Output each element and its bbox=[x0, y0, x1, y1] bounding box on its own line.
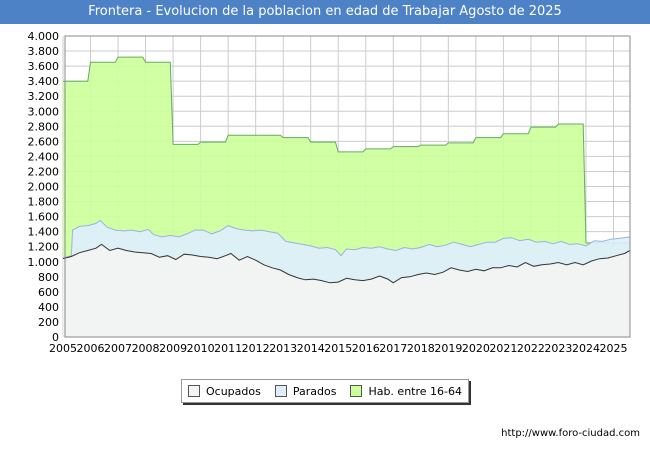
y-tick-label-2200: 2.200 bbox=[28, 165, 60, 178]
y-tick-label-1800: 1.800 bbox=[28, 196, 60, 209]
x-tick-label-2016: 2016 bbox=[352, 342, 380, 355]
y-tick-label-1400: 1.400 bbox=[28, 226, 60, 239]
x-tick-label-2022: 2022 bbox=[517, 342, 545, 355]
y-tick-label-1000: 1.000 bbox=[28, 256, 60, 269]
legend-swatch-hab bbox=[350, 385, 363, 397]
y-tick-label-3800: 3.800 bbox=[28, 45, 60, 58]
y-tick-label-3200: 3.200 bbox=[28, 90, 60, 103]
y-tick-label-800: 800 bbox=[38, 271, 59, 284]
x-tick-label-2008: 2008 bbox=[132, 342, 160, 355]
y-tick-label-200: 200 bbox=[38, 316, 59, 329]
x-tick-label-2010: 2010 bbox=[187, 342, 215, 355]
y-tick-label-4000: 4.000 bbox=[28, 30, 60, 43]
x-tick-label-2009: 2009 bbox=[159, 342, 187, 355]
y-tick-label-1200: 1.200 bbox=[28, 241, 60, 254]
legend-item-parados: Parados bbox=[274, 384, 337, 398]
x-tick-label-2020: 2020 bbox=[462, 342, 490, 355]
y-tick-label-400: 400 bbox=[38, 301, 59, 314]
y-tick-label-600: 600 bbox=[38, 286, 59, 299]
legend: Ocupados Parados Hab. entre 16-64 bbox=[181, 379, 469, 403]
series-area-ocupados bbox=[63, 244, 630, 337]
y-tick-label-2800: 2.800 bbox=[28, 120, 60, 133]
x-tick-label-2014: 2014 bbox=[297, 342, 325, 355]
x-tick-label-2017: 2017 bbox=[379, 342, 407, 355]
legend-item-hab: Hab. entre 16-64 bbox=[350, 385, 462, 398]
x-tick-label-2019: 2019 bbox=[434, 342, 462, 355]
x-tick-label-2011: 2011 bbox=[214, 342, 242, 355]
x-tick-label-2023: 2023 bbox=[544, 342, 572, 355]
x-tick-label-2015: 2015 bbox=[324, 342, 352, 355]
source-credit: http://www.foro-ciudad.com bbox=[501, 428, 640, 439]
x-tick-label-2025: 2025 bbox=[599, 342, 627, 355]
legend-label-ocupados: Ocupados bbox=[205, 384, 261, 398]
y-tick-label-0: 0 bbox=[52, 331, 59, 344]
x-tick-label-2005: 2005 bbox=[49, 342, 77, 355]
legend-label-parados: Parados bbox=[292, 384, 337, 398]
series-layer bbox=[62, 56, 631, 337]
axes-frame bbox=[64, 35, 631, 338]
series-line-hab-entre-16-64 bbox=[63, 56, 630, 244]
series-line-ocupados bbox=[62, 243, 631, 284]
x-tick-label-2007: 2007 bbox=[104, 342, 132, 355]
y-tick-label-2600: 2.600 bbox=[28, 135, 60, 148]
plot-border bbox=[64, 35, 631, 338]
series-line-parados bbox=[62, 219, 631, 259]
legend-swatch-ocupados bbox=[187, 385, 200, 397]
legend-swatch-parados bbox=[274, 385, 287, 397]
x-tick-label-2024: 2024 bbox=[572, 342, 600, 355]
y-tick-label-3600: 3.600 bbox=[28, 60, 60, 73]
x-tick-label-2006: 2006 bbox=[77, 342, 105, 355]
y-tick-label-3400: 3.400 bbox=[28, 75, 60, 88]
y-tick-label-2400: 2.400 bbox=[28, 150, 60, 163]
x-tick-label-2021: 2021 bbox=[489, 342, 517, 355]
y-tick-label-3000: 3.000 bbox=[28, 105, 60, 118]
legend-item-ocupados: Ocupados bbox=[187, 384, 261, 398]
x-axis-ticks: 2005 2006 2007 2008 2009 2010 2011 2012 2013 2014… bbox=[49, 342, 627, 355]
legend-label-hab: Hab. entre 16-64 bbox=[368, 384, 462, 398]
x-tick-label-2012: 2012 bbox=[242, 342, 270, 355]
y-axis-ticks: 0 200 400 600 800 1.000 1.200 1.400 1.600 1.800 2.… bbox=[28, 30, 60, 344]
x-tick-label-2013: 2013 bbox=[269, 342, 297, 355]
y-tick-label-2000: 2.000 bbox=[28, 181, 60, 194]
y-tick-label-1600: 1.600 bbox=[28, 211, 60, 224]
chart-title: Frontera - Evolucion de la poblacion en … bbox=[0, 0, 650, 24]
x-tick-label-2018: 2018 bbox=[407, 342, 435, 355]
